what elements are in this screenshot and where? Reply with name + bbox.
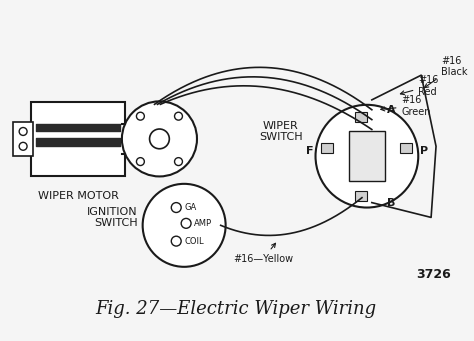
Bar [13, 122, 33, 156]
Text: 3726: 3726 [416, 268, 451, 281]
Circle shape [122, 101, 197, 176]
Bar [401, 143, 412, 153]
Circle shape [357, 192, 365, 199]
Text: WIPER MOTOR: WIPER MOTOR [37, 191, 118, 201]
Circle shape [143, 184, 226, 267]
Circle shape [137, 112, 145, 120]
Circle shape [137, 158, 145, 165]
Circle shape [316, 105, 418, 208]
Text: GA: GA [184, 203, 196, 212]
Circle shape [174, 158, 182, 165]
Text: Fig. 27—Electric Wiper Wiring: Fig. 27—Electric Wiper Wiring [95, 300, 376, 318]
Text: A: A [387, 105, 395, 115]
Bar [31, 102, 125, 176]
Circle shape [171, 203, 181, 212]
Text: F: F [306, 146, 313, 156]
Circle shape [19, 128, 27, 135]
Circle shape [174, 112, 182, 120]
Circle shape [19, 142, 27, 150]
Text: IGNITION
SWITCH: IGNITION SWITCH [87, 207, 138, 228]
Text: COIL: COIL [184, 237, 204, 246]
Circle shape [181, 218, 191, 228]
Circle shape [171, 236, 181, 246]
Text: P: P [420, 146, 428, 156]
Text: AMP: AMP [194, 219, 212, 228]
Circle shape [357, 113, 365, 121]
Bar [355, 191, 367, 201]
Text: #16—Yellow: #16—Yellow [233, 243, 293, 264]
Text: #16
Green: #16 Green [381, 95, 431, 117]
Circle shape [323, 144, 331, 152]
Circle shape [150, 129, 169, 149]
Text: WIPER
SWITCH: WIPER SWITCH [259, 121, 303, 142]
Bar [355, 112, 367, 122]
Text: #16
Red: #16 Red [401, 75, 438, 97]
Text: B: B [387, 197, 395, 208]
Bar [349, 132, 385, 181]
Text: #16
Black: #16 Black [425, 56, 467, 88]
Circle shape [402, 144, 410, 152]
Bar [321, 143, 333, 153]
